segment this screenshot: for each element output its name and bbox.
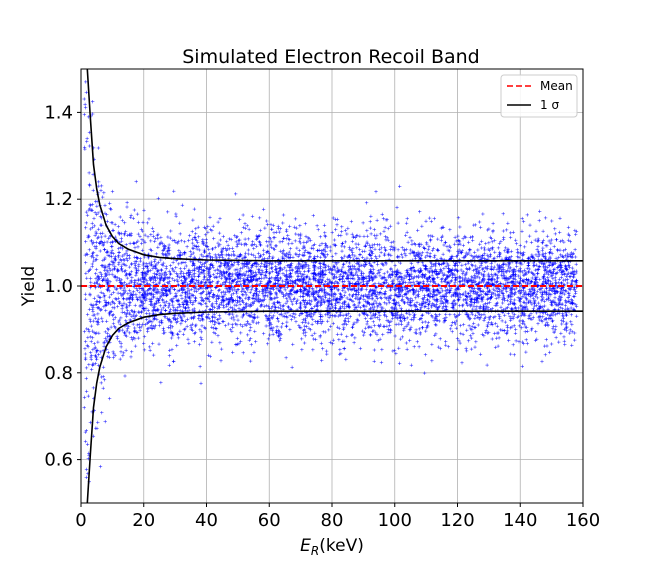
y-tick-label: 0.8: [44, 363, 73, 384]
x-tick-label: 40: [195, 510, 218, 531]
x-axis-label-unit: (keV): [319, 536, 364, 556]
y-tick-label: 1.4: [44, 102, 73, 123]
scatter-points: [82, 80, 579, 484]
x-tick-label: 120: [440, 510, 474, 531]
sigma-line: [86, 310, 583, 504]
x-axis-label-subscript: R: [311, 544, 319, 558]
legend-label: 1 σ: [540, 98, 559, 112]
legend: Mean 1 σ: [500, 74, 578, 118]
x-tick-label: 140: [503, 510, 537, 531]
x-tick-label: 20: [132, 510, 155, 531]
x-tick-label: 100: [378, 510, 412, 531]
y-axis-ticks: 0.6 0.8 1.0 1.2 1.4: [44, 102, 81, 471]
chart-title: Simulated Electron Recoil Band: [182, 46, 480, 68]
x-tick-label: 0: [75, 510, 86, 531]
y-tick-label: 1.2: [44, 189, 73, 210]
y-tick-label: 1.0: [44, 276, 73, 297]
x-tick-label: 160: [566, 510, 600, 531]
x-axis-label-main: E: [300, 536, 311, 556]
y-axis-label: Yield: [19, 266, 39, 307]
scatter-markers: [82, 80, 579, 484]
y-tick-label: 0.6: [44, 450, 73, 471]
x-axis-label: ER(keV): [300, 536, 364, 558]
band-lines: [81, 68, 583, 504]
x-tick-label: 80: [321, 510, 344, 531]
sigma-line: [86, 68, 583, 262]
legend-entries: Mean 1 σ: [507, 79, 573, 112]
x-axis-ticks: 0 20 40 60 80 100 120 140 160: [75, 503, 600, 531]
legend-label: Mean: [540, 79, 573, 93]
x-tick-label: 60: [258, 510, 281, 531]
